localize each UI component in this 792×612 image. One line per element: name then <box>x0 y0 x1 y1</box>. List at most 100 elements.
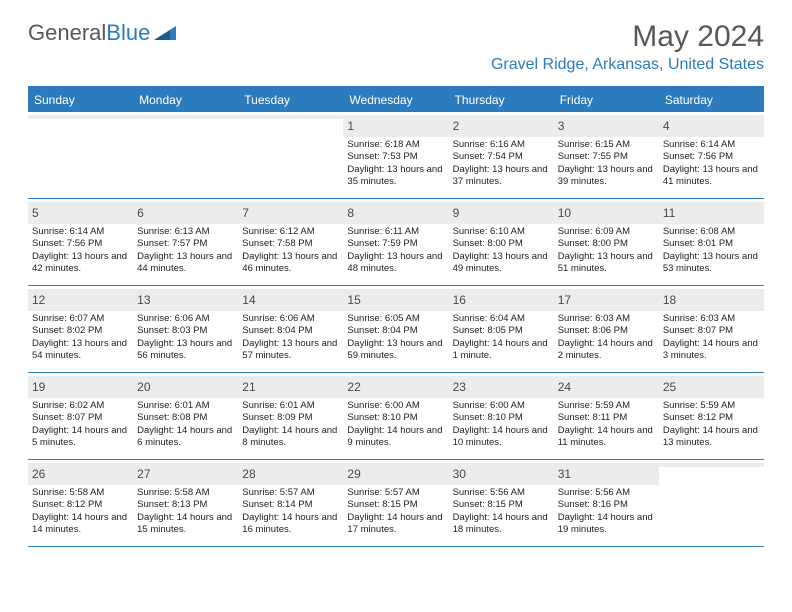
week-row: 19Sunrise: 6:02 AMSunset: 8:07 PMDayligh… <box>28 373 764 460</box>
sunrise-text: Sunrise: 5:56 AM <box>558 487 655 499</box>
sunrise-text: Sunrise: 6:03 AM <box>663 313 760 325</box>
day-info: Sunrise: 6:14 AMSunset: 7:56 PMDaylight:… <box>32 226 129 275</box>
day-cell: 13Sunrise: 6:06 AMSunset: 8:03 PMDayligh… <box>133 286 238 372</box>
day-cell: 25Sunrise: 5:59 AMSunset: 8:12 PMDayligh… <box>659 373 764 459</box>
day-info: Sunrise: 5:59 AMSunset: 8:12 PMDaylight:… <box>663 400 760 449</box>
logo-triangle-icon <box>154 20 176 46</box>
sunrise-text: Sunrise: 5:59 AM <box>558 400 655 412</box>
daylight-text: Daylight: 14 hours and 6 minutes. <box>137 425 234 450</box>
day-number-bar: 25 <box>659 376 764 398</box>
sunset-text: Sunset: 8:00 PM <box>558 238 655 250</box>
header-friday: Friday <box>554 88 659 112</box>
sunset-text: Sunset: 8:07 PM <box>663 325 760 337</box>
day-number: 15 <box>347 293 360 307</box>
sunrise-text: Sunrise: 6:18 AM <box>347 139 444 151</box>
sunset-text: Sunset: 8:09 PM <box>242 412 339 424</box>
day-info: Sunrise: 6:01 AMSunset: 8:08 PMDaylight:… <box>137 400 234 449</box>
day-info: Sunrise: 6:08 AMSunset: 8:01 PMDaylight:… <box>663 226 760 275</box>
daylight-text: Daylight: 14 hours and 1 minute. <box>453 338 550 363</box>
daylight-text: Daylight: 13 hours and 59 minutes. <box>347 338 444 363</box>
header-sunday: Sunday <box>28 88 133 112</box>
sunset-text: Sunset: 8:04 PM <box>347 325 444 337</box>
daylight-text: Daylight: 13 hours and 41 minutes. <box>663 164 760 189</box>
sunset-text: Sunset: 7:55 PM <box>558 151 655 163</box>
day-number: 21 <box>242 380 255 394</box>
weeks-container: 1Sunrise: 6:18 AMSunset: 7:53 PMDaylight… <box>28 112 764 547</box>
sunrise-text: Sunrise: 5:56 AM <box>453 487 550 499</box>
day-cell <box>133 112 238 198</box>
day-number: 6 <box>137 206 144 220</box>
daylight-text: Daylight: 14 hours and 19 minutes. <box>558 512 655 537</box>
daylight-text: Daylight: 14 hours and 15 minutes. <box>137 512 234 537</box>
day-info: Sunrise: 5:59 AMSunset: 8:11 PMDaylight:… <box>558 400 655 449</box>
day-number: 31 <box>558 467 571 481</box>
daylight-text: Daylight: 13 hours and 37 minutes. <box>453 164 550 189</box>
day-number-bar: 9 <box>449 202 554 224</box>
day-number-bar: 30 <box>449 463 554 485</box>
day-info: Sunrise: 6:01 AMSunset: 8:09 PMDaylight:… <box>242 400 339 449</box>
sunset-text: Sunset: 7:59 PM <box>347 238 444 250</box>
daylight-text: Daylight: 13 hours and 57 minutes. <box>242 338 339 363</box>
weekday-header-row: Sunday Monday Tuesday Wednesday Thursday… <box>28 88 764 112</box>
day-info: Sunrise: 6:18 AMSunset: 7:53 PMDaylight:… <box>347 139 444 188</box>
day-number-bar: 31 <box>554 463 659 485</box>
daylight-text: Daylight: 13 hours and 56 minutes. <box>137 338 234 363</box>
day-number-bar: 7 <box>238 202 343 224</box>
daylight-text: Daylight: 13 hours and 53 minutes. <box>663 251 760 276</box>
calendar-page: GeneralBlue May 2024 Gravel Ridge, Arkan… <box>0 0 792 567</box>
day-number-bar: 28 <box>238 463 343 485</box>
day-number: 26 <box>32 467 45 481</box>
day-cell: 4Sunrise: 6:14 AMSunset: 7:56 PMDaylight… <box>659 112 764 198</box>
day-number: 5 <box>32 206 39 220</box>
sunrise-text: Sunrise: 6:14 AM <box>663 139 760 151</box>
day-number-bar: 26 <box>28 463 133 485</box>
sunrise-text: Sunrise: 6:01 AM <box>242 400 339 412</box>
sunrise-text: Sunrise: 6:00 AM <box>453 400 550 412</box>
day-cell <box>28 112 133 198</box>
daylight-text: Daylight: 13 hours and 51 minutes. <box>558 251 655 276</box>
day-number: 28 <box>242 467 255 481</box>
day-info: Sunrise: 5:57 AMSunset: 8:14 PMDaylight:… <box>242 487 339 536</box>
day-number-bar: 22 <box>343 376 448 398</box>
sunset-text: Sunset: 8:12 PM <box>32 499 129 511</box>
day-cell: 31Sunrise: 5:56 AMSunset: 8:16 PMDayligh… <box>554 460 659 546</box>
day-cell: 26 Sunrise: 5:58 AMSunset: 8:12 PMDayligh… <box>28 460 133 546</box>
daylight-text: Daylight: 14 hours and 16 minutes. <box>242 512 339 537</box>
day-info: Sunrise: 6:00 AMSunset: 8:10 PMDaylight:… <box>347 400 444 449</box>
day-number: 30 <box>453 467 466 481</box>
day-info: Sunrise: 6:12 AMSunset: 7:58 PMDaylight:… <box>242 226 339 275</box>
day-number: 12 <box>32 293 45 307</box>
sunset-text: Sunset: 8:05 PM <box>453 325 550 337</box>
week-row: 5 Sunrise: 6:14 AMSunset: 7:56 PMDaylight… <box>28 199 764 286</box>
day-number-bar: 23 <box>449 376 554 398</box>
day-info: Sunrise: 5:58 AMSunset: 8:12 PMDaylight:… <box>32 487 129 536</box>
day-number-bar: 18 <box>659 289 764 311</box>
day-cell: 24Sunrise: 5:59 AMSunset: 8:11 PMDayligh… <box>554 373 659 459</box>
sunrise-text: Sunrise: 6:00 AM <box>347 400 444 412</box>
header-saturday: Saturday <box>659 88 764 112</box>
day-number: 27 <box>137 467 150 481</box>
day-cell: 22 Sunrise: 6:00 AMSunset: 8:10 PMDayligh… <box>343 373 448 459</box>
day-number: 22 <box>347 380 360 394</box>
day-number-bar <box>133 115 238 119</box>
week-row: 1Sunrise: 6:18 AMSunset: 7:53 PMDaylight… <box>28 112 764 199</box>
daylight-text: Daylight: 14 hours and 8 minutes. <box>242 425 339 450</box>
day-info: Sunrise: 6:15 AMSunset: 7:55 PMDaylight:… <box>558 139 655 188</box>
sunset-text: Sunset: 7:53 PM <box>347 151 444 163</box>
daylight-text: Daylight: 14 hours and 2 minutes. <box>558 338 655 363</box>
daylight-text: Daylight: 13 hours and 39 minutes. <box>558 164 655 189</box>
sunset-text: Sunset: 8:02 PM <box>32 325 129 337</box>
day-number-bar: 20 <box>133 376 238 398</box>
day-number-bar: 1 <box>343 115 448 137</box>
day-number: 18 <box>663 293 676 307</box>
day-cell <box>238 112 343 198</box>
day-number: 29 <box>347 467 360 481</box>
day-cell: 17Sunrise: 6:03 AMSunset: 8:06 PMDayligh… <box>554 286 659 372</box>
week-row: 26 Sunrise: 5:58 AMSunset: 8:12 PMDayligh… <box>28 460 764 547</box>
daylight-text: Daylight: 14 hours and 9 minutes. <box>347 425 444 450</box>
sunset-text: Sunset: 8:12 PM <box>663 412 760 424</box>
day-info: Sunrise: 6:07 AMSunset: 8:02 PMDaylight:… <box>32 313 129 362</box>
title-block: May 2024 Gravel Ridge, Arkansas, United … <box>491 20 764 82</box>
day-cell: 21 Sunrise: 6:01 AMSunset: 8:09 PMDayligh… <box>238 373 343 459</box>
day-number-bar <box>28 115 133 119</box>
